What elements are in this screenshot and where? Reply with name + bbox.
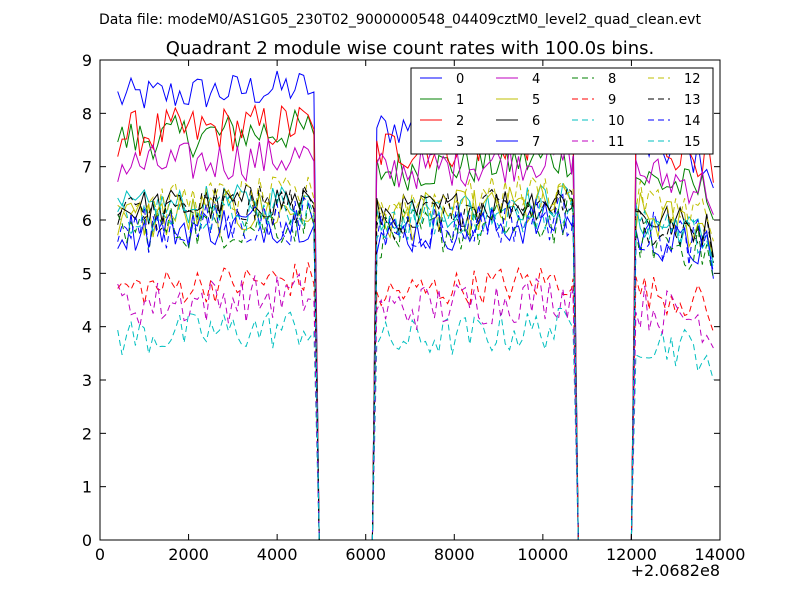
y-tick-label: 7 xyxy=(82,158,92,177)
legend-label: 10 xyxy=(608,114,625,129)
y-tick-label: 4 xyxy=(82,318,92,337)
legend-label: 9 xyxy=(608,93,616,108)
legend-label: 4 xyxy=(532,72,540,87)
legend-label: 0 xyxy=(456,72,464,87)
x-tick-label: 0 xyxy=(95,545,105,564)
series-line-9 xyxy=(117,262,714,541)
x-tick-label: 4000 xyxy=(257,545,298,564)
legend-label: 13 xyxy=(684,93,701,108)
y-tick-label: 6 xyxy=(82,211,92,230)
legend-label: 15 xyxy=(684,135,701,150)
series-line-13 xyxy=(117,183,714,541)
y-tick-label: 1 xyxy=(82,478,92,497)
y-tick-label: 8 xyxy=(82,104,92,123)
legend-label: 1 xyxy=(456,93,464,108)
series-line-8 xyxy=(117,197,714,541)
series-line-7 xyxy=(117,201,714,541)
series-line-3 xyxy=(117,182,714,541)
x-axis: 0 2000 4000 6000 8000 10000 12000 14000 xyxy=(95,60,746,564)
legend-label: 12 xyxy=(684,72,701,87)
x-tick-label: 12000 xyxy=(606,545,657,564)
legend-label: 7 xyxy=(532,135,540,150)
plot-frame xyxy=(99,59,721,541)
x-tick-label: 2000 xyxy=(168,545,209,564)
x-tick-label: 8000 xyxy=(434,545,475,564)
legend-label: 3 xyxy=(456,135,464,150)
data-file-label: Data file: modeM0/AS1G05_230T02_90000005… xyxy=(99,12,701,28)
legend-box xyxy=(410,67,714,155)
legend-label: 5 xyxy=(532,93,540,108)
x-axis-offset-label: +2.0682e8 xyxy=(631,561,720,580)
legend-label: 6 xyxy=(532,114,540,129)
x-tick-label: 10000 xyxy=(517,545,568,564)
legend-label: 14 xyxy=(684,114,701,129)
legend-label: 2 xyxy=(456,114,464,129)
y-tick-label: 9 xyxy=(82,51,92,70)
series-line-1 xyxy=(117,108,714,541)
y-tick-label: 3 xyxy=(82,371,92,390)
series-line-5 xyxy=(117,183,714,541)
legend-label: 11 xyxy=(608,135,625,150)
y-tick-label: 5 xyxy=(82,264,92,283)
x-tick-label: 14000 xyxy=(695,545,746,564)
y-tick-label: 2 xyxy=(82,424,92,443)
legend-label: 8 xyxy=(608,72,616,87)
x-tick-label: 6000 xyxy=(345,545,386,564)
y-tick-label: 0 xyxy=(82,531,92,550)
series-line-12 xyxy=(117,175,714,541)
series-line-14 xyxy=(117,193,714,541)
series-line-10 xyxy=(117,308,714,541)
series-line-6 xyxy=(117,184,714,541)
chart-title: Quadrant 2 module wise count rates with … xyxy=(166,38,655,59)
series-line-11 xyxy=(117,272,714,541)
